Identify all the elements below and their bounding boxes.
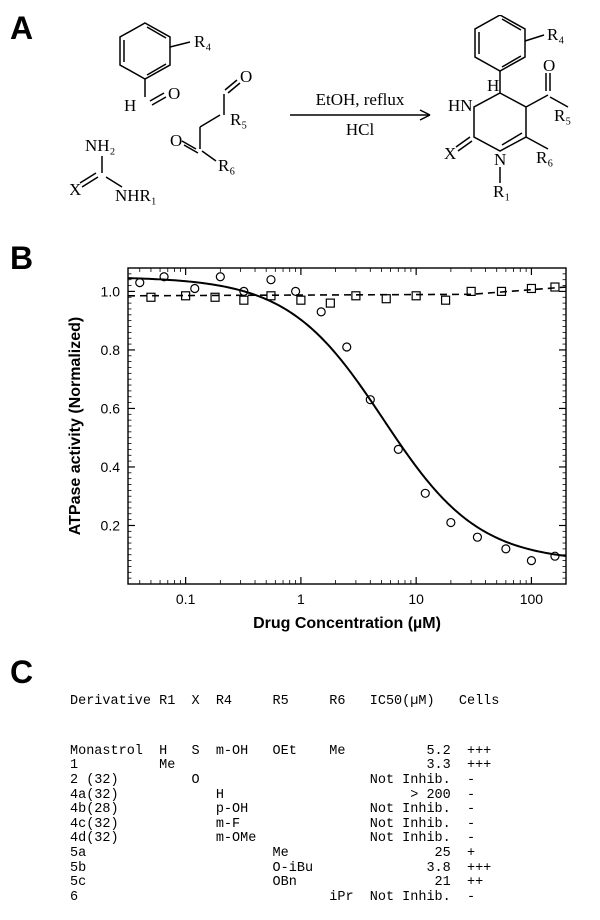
sar-body: Monastrol H S m-OH OEt Me 5.2 +++ 1 Me 3… <box>70 745 507 905</box>
svg-text:0.6: 0.6 <box>101 400 121 416</box>
svg-text:0.1: 0.1 <box>176 591 196 607</box>
prod-h: H <box>487 76 499 95</box>
prod-n: N <box>494 150 506 169</box>
svg-text:0.4: 0.4 <box>101 459 121 475</box>
panel-label-c: C <box>10 654 33 691</box>
svg-text:1.0: 1.0 <box>101 283 121 299</box>
prod-x: X <box>444 144 456 163</box>
svg-text:100: 100 <box>520 591 544 607</box>
svg-text:ATPase activity (Normalized): ATPase activity (Normalized) <box>67 317 84 535</box>
svg-text:10: 10 <box>408 591 424 607</box>
reaction-scheme: EtOH, reflux HCl R₄ H O <box>70 15 580 225</box>
aldehyde-o: O <box>168 84 180 103</box>
diketone-o-bot: O <box>170 131 182 150</box>
sar-header-row: Derivative R1 X R4 R5 R6 IC50(µM) Cells <box>70 695 507 710</box>
diketone-o-top: O <box>240 67 252 86</box>
prod-hn: HN <box>448 96 473 115</box>
dose-response-chart: 0.2 0.4 0.6 0.8 1.0 0.1 1 10 100 Drug Concentrati… <box>60 260 580 640</box>
panel-label-b: B <box>10 240 33 277</box>
svg-text:0.2: 0.2 <box>101 517 121 533</box>
prod-r6: R₆ <box>536 148 553 167</box>
r4-a: R₄ <box>194 32 211 51</box>
panel-label-a: A <box>10 10 33 47</box>
prod-r5: R₅ <box>554 106 571 125</box>
svg-text:Drug Concentration (µM): Drug Concentration (µM) <box>253 615 441 632</box>
urea-nh2: NH₂ <box>85 136 115 155</box>
svg-text:0.8: 0.8 <box>101 342 121 358</box>
urea-x: X <box>70 180 81 199</box>
cond-top: EtOH, reflux <box>316 90 405 109</box>
urea-nhr1: NHR₁ <box>115 186 157 205</box>
r5-a: R₅ <box>230 110 247 129</box>
svg-text:1: 1 <box>297 591 305 607</box>
r6-a: R₆ <box>218 156 235 175</box>
prod-r1: R₁ <box>493 182 510 201</box>
aldehyde-h: H <box>124 96 136 115</box>
prod-r4: R₄ <box>547 25 564 44</box>
prod-o: O <box>543 56 555 75</box>
cond-bottom: HCl <box>346 120 375 139</box>
sar-table: Derivative R1 X R4 R5 R6 IC50(µM) Cells … <box>70 666 507 920</box>
